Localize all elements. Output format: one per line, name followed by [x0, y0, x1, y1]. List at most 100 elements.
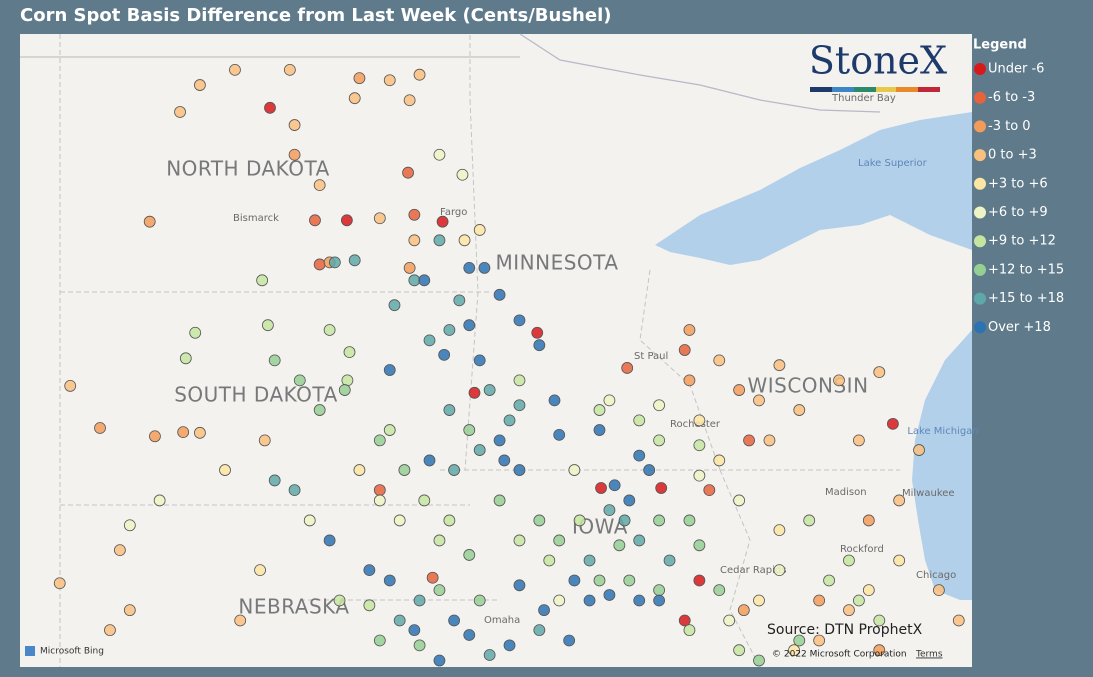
elevator-point: [353, 464, 366, 476]
elevator-point: [493, 434, 506, 447]
elevator-point: [177, 426, 190, 439]
elevator-point: [418, 274, 431, 287]
elevator-point: [653, 434, 666, 447]
elevator-point: [713, 354, 726, 367]
elevator-point: [398, 464, 411, 476]
legend-swatch: [974, 177, 986, 190]
elevator-point: [753, 394, 765, 407]
elevator-point: [713, 454, 726, 467]
elevator-point: [693, 439, 706, 452]
elevator-point: [353, 72, 366, 85]
elevator-point: [603, 589, 616, 601]
elevator-point: [468, 386, 481, 399]
elevator-point: [219, 464, 231, 476]
elevator-point: [348, 92, 361, 105]
elevator-point: [503, 414, 516, 427]
elevator-point: [793, 634, 806, 647]
elevator-point: [788, 644, 800, 657]
state-label: SOUTH DAKOTA: [174, 383, 338, 407]
elevator-point: [433, 148, 446, 161]
map: NORTH DAKOTA SOUTH DAKOTA MINNESOTA WISC…: [20, 33, 979, 668]
elevator-point: [433, 584, 446, 597]
elevator-point: [463, 424, 476, 436]
elevator-point: [288, 148, 301, 161]
legend-swatch: [974, 263, 986, 276]
elevator-point: [254, 564, 266, 577]
elevator-point: [338, 384, 351, 396]
elevator-point: [373, 494, 386, 507]
elevator-point: [53, 577, 66, 590]
elevator-point: [553, 534, 566, 547]
elevator-point: [713, 584, 726, 597]
terms-link[interactable]: Terms: [915, 650, 943, 660]
elevator-point: [113, 544, 126, 557]
elevator-point: [852, 434, 865, 447]
elevator-point: [473, 354, 486, 367]
elevator-point: [328, 256, 341, 269]
elevator-point: [303, 514, 316, 527]
elevator-point: [383, 74, 396, 87]
elevator-point: [383, 364, 396, 376]
elevator-point: [426, 571, 439, 584]
elevator-point: [438, 348, 451, 361]
points-layer: [53, 63, 965, 667]
city-label: St Paul: [634, 351, 668, 362]
elevator-point: [913, 444, 925, 456]
elevator-point: [343, 346, 356, 358]
elevator-point: [153, 494, 166, 507]
elevator-point: [513, 464, 526, 476]
elevator-point: [513, 314, 526, 327]
logo: StoneX: [809, 39, 947, 83]
elevator-point: [843, 554, 855, 567]
elevator-point: [234, 614, 247, 627]
elevator-point: [448, 614, 460, 627]
elevator-point: [483, 649, 496, 661]
elevator-point: [453, 294, 466, 307]
legend-label: 0 to +3: [988, 148, 1037, 163]
legend-swatch: [974, 63, 986, 75]
elevator-point: [408, 208, 421, 221]
elevator-point: [473, 224, 486, 236]
elevator-point: [873, 644, 886, 657]
elevator-point: [493, 494, 506, 507]
elevator-point: [309, 214, 321, 227]
elevator-point: [403, 94, 416, 107]
elevator-point: [548, 394, 561, 407]
elevator-point: [443, 404, 456, 416]
elevator-point: [733, 494, 746, 507]
elevator-point: [463, 262, 476, 274]
elevator-point: [773, 524, 786, 537]
elevator-point: [513, 399, 526, 412]
elevator-point: [433, 654, 446, 667]
elevator-point: [373, 212, 386, 225]
elevator-point: [483, 384, 496, 396]
title: Corn Spot Basis Difference from Last Wee…: [20, 5, 611, 26]
copyright: © 2022 Microsoft Corporation: [772, 650, 907, 660]
elevator-point: [443, 324, 456, 336]
logo-bar: [810, 87, 940, 92]
elevator-point: [803, 514, 816, 527]
legend-swatch: [974, 91, 986, 104]
elevator-point: [288, 484, 301, 496]
elevator-point: [733, 644, 746, 657]
elevator-point: [593, 424, 606, 436]
elevator-point: [402, 166, 414, 179]
elevator-point: [703, 484, 716, 496]
elevator-point: [563, 634, 576, 647]
elevator-point: [463, 629, 476, 641]
elevator-point: [813, 634, 826, 647]
elevator-point: [693, 414, 706, 427]
state-label: NEBRASKA: [238, 595, 349, 619]
legend-label: -6 to -3: [988, 90, 1035, 105]
elevator-point: [663, 554, 676, 567]
elevator-point: [194, 426, 206, 439]
elevator-point: [633, 594, 646, 607]
legend-title: Legend: [973, 38, 1027, 53]
elevator-point: [533, 339, 546, 352]
legend-swatch: [974, 235, 986, 248]
legend-swatch: [974, 149, 986, 162]
source: Source: DTN ProphetX: [767, 622, 923, 638]
elevator-point: [852, 594, 865, 607]
elevator-point: [293, 374, 306, 387]
